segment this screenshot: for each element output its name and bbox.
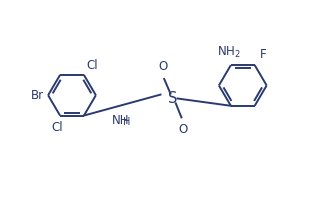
Text: NH$_2$: NH$_2$ (217, 45, 241, 60)
Text: Cl: Cl (87, 59, 98, 72)
Text: Cl: Cl (51, 121, 63, 134)
Text: F: F (260, 48, 266, 61)
Text: S: S (168, 91, 178, 106)
Text: O: O (158, 60, 167, 73)
Text: Br: Br (31, 89, 44, 102)
Text: NH: NH (112, 114, 129, 127)
Text: O: O (178, 123, 188, 136)
Text: H: H (123, 117, 130, 127)
